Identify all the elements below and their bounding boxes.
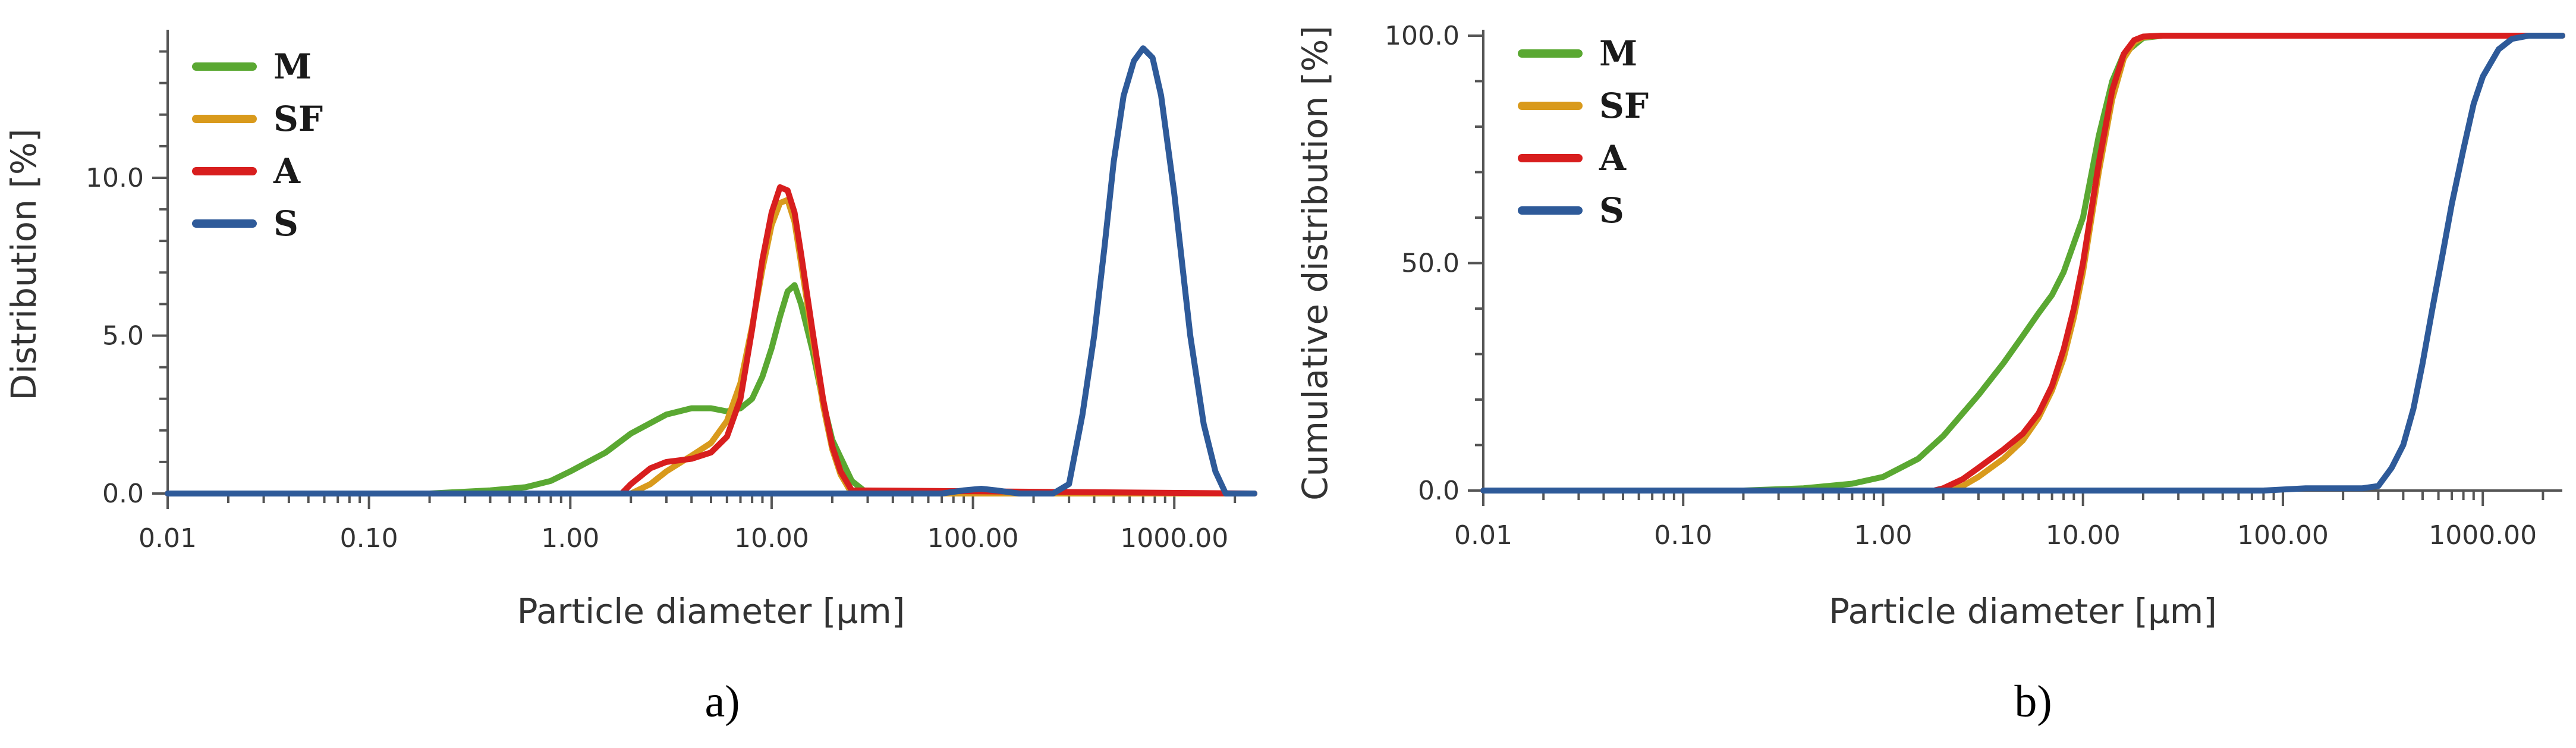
- chart-b: 0.01 0.10 1.00 10.00 100.00 1000.00 0.0 50.0 100…: [1295, 21, 2565, 727]
- legend-label-s: S: [273, 203, 298, 244]
- y-tick-label: 0.0: [102, 479, 144, 509]
- y-tick-label: 0.0: [1418, 476, 1460, 506]
- x-axis-title: Particle diameter [µm]: [517, 591, 905, 631]
- y-axis-title: Distribution [%]: [4, 128, 44, 400]
- x-tick-label: 10.00: [734, 523, 809, 554]
- x-tick-label: 0.01: [1454, 520, 1512, 551]
- x-tick-label: 0.10: [340, 523, 398, 554]
- x-tick-label: 10.00: [2046, 520, 2121, 551]
- y-tick-label: 10.0: [86, 163, 144, 193]
- series-line-a: [165, 184, 1257, 496]
- chart-caption: b): [2014, 677, 2052, 727]
- x-tick-label: 1.00: [541, 523, 599, 554]
- x-tick-label: 100.00: [927, 523, 1019, 554]
- x-tick-label: 1.00: [1854, 520, 1912, 551]
- series-line-m: [165, 282, 1257, 496]
- x-tick-label: 0.01: [139, 523, 197, 554]
- x-tick-label: 1000.00: [2429, 520, 2537, 551]
- series-line-a: [1480, 33, 2565, 494]
- legend-label-a: A: [1599, 138, 1627, 178]
- x-tick-label: 1000.00: [1120, 523, 1228, 554]
- legend-label-m: M: [1599, 33, 1637, 74]
- series-line-s: [165, 45, 1257, 496]
- chart-a: 0.01 0.10 1.00 10.00 100.00 1000.00 0.0 5.0 10.0…: [4, 30, 1257, 727]
- legend-label-sf: SF: [1599, 86, 1649, 126]
- x-tick-label: 0.10: [1654, 520, 1712, 551]
- legend-label-sf: SF: [273, 99, 323, 139]
- legend-label-m: M: [273, 46, 312, 87]
- x-axis-title: Particle diameter [µm]: [1829, 591, 2217, 631]
- y-tick-label: 5.0: [102, 320, 144, 351]
- chart-caption: a): [704, 677, 740, 727]
- y-axis-title: Cumulative distribution [%]: [1295, 26, 1335, 501]
- series-line-s: [1480, 33, 2565, 494]
- legend-label-a: A: [273, 151, 301, 191]
- x-tick-label: 100.00: [2237, 520, 2329, 551]
- y-tick-label: 100.0: [1385, 21, 1460, 51]
- legend-label-s: S: [1599, 190, 1624, 231]
- y-tick-label: 50.0: [1401, 249, 1460, 279]
